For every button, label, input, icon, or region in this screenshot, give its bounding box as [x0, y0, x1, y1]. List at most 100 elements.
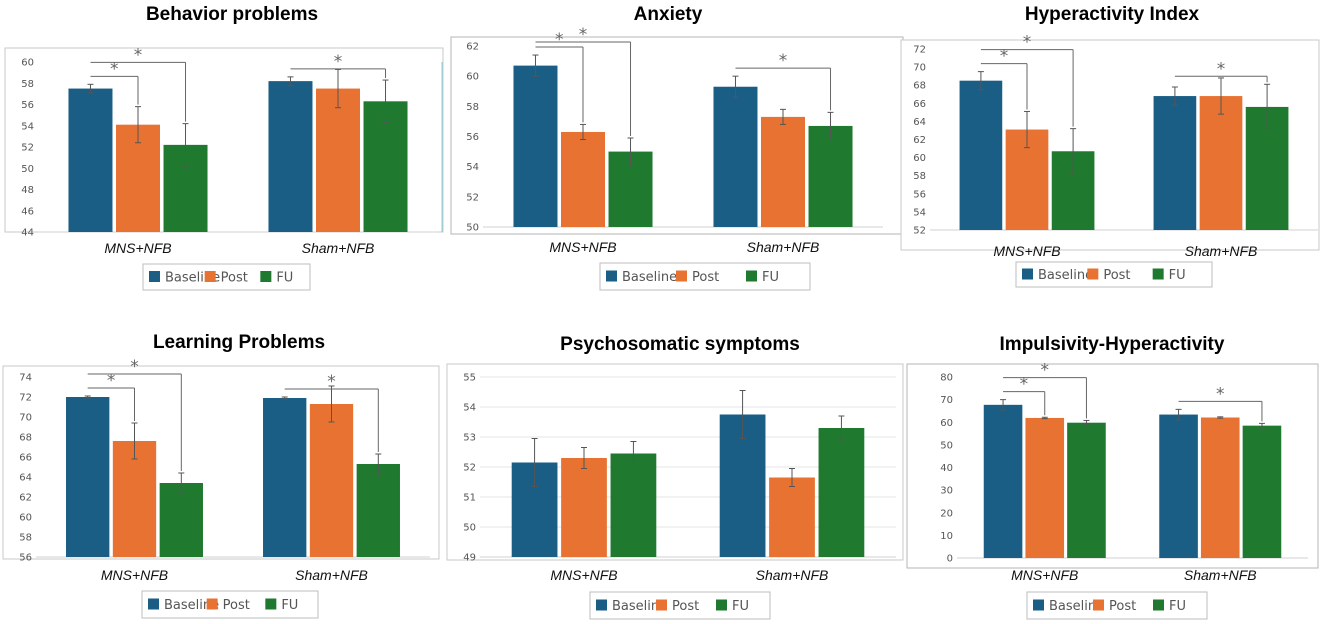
category-label: MNS+NFB	[1011, 567, 1078, 583]
legend-label: Post	[223, 598, 250, 613]
category-label: MNS+NFB	[549, 239, 616, 255]
legend-box	[599, 262, 811, 291]
y-tick-label: 50	[463, 523, 476, 534]
y-tick-label: 70	[19, 413, 32, 424]
legend-swatch-post	[1087, 268, 1099, 280]
y-tick-label: 53	[463, 433, 476, 444]
significance-star: *	[1000, 47, 1009, 67]
y-tick-label: 56	[466, 132, 479, 143]
bar-baseline	[263, 398, 307, 557]
bar-post	[769, 477, 815, 557]
legend-label: Baseline	[622, 270, 677, 285]
legend-label: Baseline	[1049, 599, 1104, 614]
y-tick-label: 58	[466, 102, 479, 113]
legend-swatch-fu	[1152, 268, 1164, 280]
bar-fu	[808, 125, 853, 227]
y-tick-label: 40	[940, 463, 953, 474]
y-tick-label: 62	[466, 42, 479, 53]
legend-label: Post	[692, 270, 719, 285]
legend-swatch-post	[676, 270, 687, 282]
significance-star: *	[1023, 33, 1032, 53]
legend: Baseline Post FU	[1026, 591, 1208, 620]
y-tick-label: 48	[21, 185, 34, 196]
y-tick-label: 74	[19, 373, 32, 384]
bar-baseline	[713, 86, 758, 227]
bar-post	[316, 88, 360, 232]
y-tick-label: 66	[913, 99, 926, 110]
significance-star: *	[130, 357, 139, 377]
chart-panel-1: Behavior problems 44 46 48 50 52 54 56 58 60 MNS+N…	[4, 4, 444, 291]
bar-fu	[818, 428, 865, 557]
legend-label: Post	[1103, 268, 1130, 283]
bar-post	[112, 441, 157, 557]
significance-star: *	[327, 372, 336, 392]
category-label: MNS+NFB	[104, 240, 171, 256]
category-label: Sham+NFB	[1184, 567, 1257, 583]
chart-title: Hyperactivity Index	[1025, 4, 1200, 25]
chart-title: Psychosomatic symptoms	[560, 334, 800, 355]
legend-swatch-post	[1093, 599, 1104, 611]
y-tick-label: 54	[466, 162, 479, 173]
legend: Baseline Post FU	[599, 262, 811, 291]
legend-swatch-baseline	[606, 270, 617, 282]
bar-post	[1200, 417, 1240, 558]
y-tick-label: 54	[913, 207, 926, 218]
bar-baseline	[68, 88, 113, 232]
significance-star: *	[779, 51, 788, 71]
significance-star: *	[110, 59, 119, 79]
legend-label: FU	[276, 271, 293, 286]
legend-label: Baseline	[1038, 268, 1093, 283]
legend: Baseline Post FU	[1015, 261, 1213, 288]
legend-swatch-fu	[265, 598, 277, 610]
y-tick-label: 56	[19, 553, 32, 564]
y-tick-label: 54	[21, 121, 34, 132]
legend-box	[1015, 261, 1213, 288]
y-tick-label: 30	[940, 486, 953, 497]
legend-swatch-fu	[260, 271, 272, 282]
y-tick-label: 56	[913, 189, 926, 200]
significance-star: *	[555, 30, 564, 50]
chart-panel-4: Learning Problems 56 58 60 62 64 66 68 70 72 74 MNS…	[2, 332, 440, 619]
bar-post	[309, 404, 354, 557]
legend-box	[1026, 591, 1208, 620]
y-tick-label: 54	[463, 403, 476, 414]
legend-label: FU	[762, 270, 779, 285]
y-tick-label: 49	[463, 553, 476, 564]
legend-swatch-baseline	[148, 598, 159, 610]
bar-fu	[363, 101, 408, 232]
legend-swatch-baseline	[596, 599, 607, 611]
bar-fu	[1067, 422, 1106, 558]
legend-swatch-baseline	[1033, 599, 1044, 611]
y-tick-label: 72	[19, 393, 32, 404]
y-tick-label: 44	[21, 228, 34, 239]
bar-post	[1025, 417, 1065, 558]
y-tick-label: 52	[913, 226, 926, 237]
legend-swatch-fu	[1153, 599, 1164, 611]
legend-label: FU	[1169, 599, 1186, 614]
bar-baseline	[1153, 96, 1197, 230]
y-tick-label: 60	[19, 513, 32, 524]
chart-panel-2: Anxiety 50 52 54 56 58 60 62 MNS+NFB Sham+NFB * * * B…	[450, 4, 904, 291]
legend-label: Baseline	[164, 598, 219, 613]
legend-swatch-baseline	[1022, 268, 1033, 280]
y-tick-label: 62	[913, 135, 926, 146]
y-tick-label: 58	[19, 533, 32, 544]
y-tick-label: 58	[913, 171, 926, 182]
bar-fu	[159, 483, 203, 557]
chart-panel-6: Impulsivity-Hyperactivity 0 10 20 30 40 50 60 70…	[906, 334, 1319, 620]
bar-post	[561, 458, 607, 557]
legend-label: FU	[281, 598, 298, 613]
legend-swatch-fu	[716, 599, 727, 611]
chart-panel-5: Psychosomatic symptoms 49 50 51 52 53 54 55 MNS+…	[446, 334, 904, 620]
legend-swatch-baseline	[149, 271, 160, 282]
y-tick-label: 68	[913, 81, 926, 92]
category-label: MNS+NFB	[550, 567, 617, 583]
y-tick-label: 56	[21, 100, 34, 111]
y-tick-label: 58	[21, 79, 34, 90]
chart-title: Learning Problems	[153, 332, 325, 353]
legend-label: Baseline	[612, 599, 667, 614]
y-tick-label: 46	[21, 206, 34, 217]
y-tick-label: 52	[463, 463, 476, 474]
chart-title: Anxiety	[634, 4, 703, 25]
bar-post	[561, 131, 605, 227]
